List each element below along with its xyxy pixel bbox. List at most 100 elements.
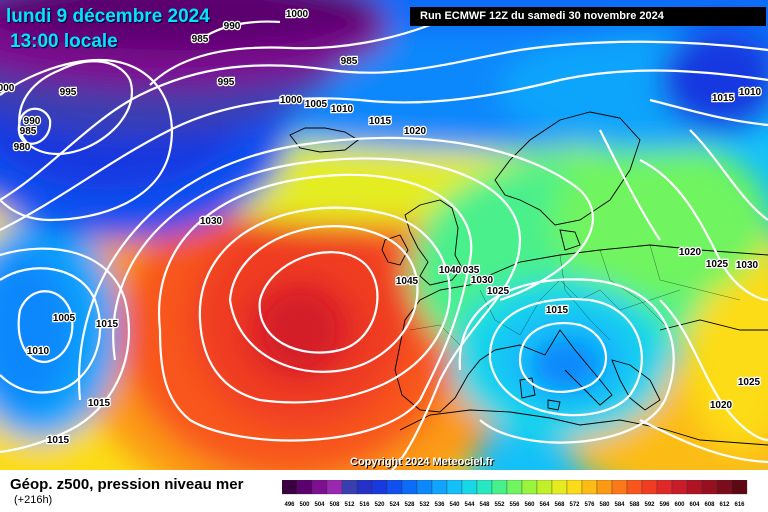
forecast-date: lundi 9 décembre 2024 bbox=[6, 6, 210, 27]
isobar-label: 985 bbox=[20, 126, 37, 137]
legend-swatch bbox=[671, 480, 688, 495]
isobar-label: 000 bbox=[0, 83, 15, 94]
legend-swatch bbox=[641, 480, 658, 495]
legend-label: 504 bbox=[314, 502, 325, 508]
legend-label: 500 bbox=[299, 502, 310, 508]
map-parameter-title: Géop. z500, pression niveau mer bbox=[10, 476, 244, 493]
isobar-label: 1005 bbox=[305, 99, 328, 110]
isobar-label: 1030 bbox=[200, 216, 223, 227]
legend-label: 544 bbox=[464, 502, 475, 508]
legend-swatch bbox=[476, 480, 493, 495]
legend-label: 608 bbox=[704, 502, 715, 508]
legend-label: 584 bbox=[614, 502, 625, 508]
isobar-label: 1045 bbox=[396, 276, 419, 287]
legend-label: 560 bbox=[524, 502, 535, 508]
isobar-label: 985 bbox=[341, 56, 358, 67]
legend-swatch bbox=[566, 480, 583, 495]
copyright: Copyright 2024 Meteociel.fr bbox=[350, 456, 494, 468]
legend-swatch bbox=[416, 480, 433, 495]
legend-label: 580 bbox=[599, 502, 610, 508]
forecast-time: 13:00 locale bbox=[10, 31, 118, 52]
legend-label: 548 bbox=[479, 502, 490, 508]
legend-label: 540 bbox=[449, 502, 460, 508]
legend-swatch bbox=[626, 480, 643, 495]
legend-label: 512 bbox=[344, 502, 355, 508]
legend-swatch bbox=[356, 480, 373, 495]
isobar-label: 1015 bbox=[712, 93, 735, 104]
isobar-label: 1025 bbox=[487, 286, 510, 297]
isobar-label: 1020 bbox=[679, 247, 702, 258]
isobar-label: 995 bbox=[60, 87, 77, 98]
isobar-label: 1015 bbox=[88, 398, 111, 409]
legend-swatch bbox=[446, 480, 463, 495]
isobar-label: 990 bbox=[24, 116, 41, 127]
legend-swatch bbox=[536, 480, 553, 495]
legend-swatch bbox=[341, 480, 358, 495]
legend-label: 552 bbox=[494, 502, 505, 508]
isobar-label: 1010 bbox=[739, 87, 762, 98]
isobar-label: 1015 bbox=[369, 116, 392, 127]
legend-label: 556 bbox=[509, 502, 520, 508]
legend-label: 588 bbox=[629, 502, 640, 508]
isobar-label: 1015 bbox=[47, 435, 70, 446]
legend-label: 568 bbox=[554, 502, 565, 508]
isobars bbox=[0, 20, 768, 470]
legend-swatch bbox=[401, 480, 418, 495]
legend-swatch bbox=[596, 480, 613, 495]
legend-swatch bbox=[311, 480, 328, 495]
isobar-label: 995 bbox=[218, 77, 235, 88]
weather-map: 1000 990 985 985 995 000 995 1000 1005 1010 1015 10… bbox=[0, 0, 768, 470]
isobar-label: 1030 bbox=[736, 260, 759, 271]
isobar-label: 1015 bbox=[546, 305, 569, 316]
legend-label: 508 bbox=[329, 502, 340, 508]
isobar-label: 1030 bbox=[471, 275, 494, 286]
isobar-label: 1040 bbox=[439, 265, 462, 276]
legend-swatch bbox=[581, 480, 598, 495]
legend-swatch bbox=[296, 480, 313, 495]
model-run: Run ECMWF 12Z du samedi 30 novembre 2024 bbox=[410, 7, 766, 26]
borders bbox=[409, 244, 741, 346]
legend-swatch bbox=[431, 480, 448, 495]
isobar-label: 035 bbox=[463, 265, 480, 276]
legend-label: 496 bbox=[284, 502, 295, 508]
isobar-label: 1025 bbox=[738, 377, 761, 388]
isobar-label: 1000 bbox=[286, 9, 309, 20]
legend-label: 596 bbox=[659, 502, 670, 508]
legend-label: 600 bbox=[674, 502, 685, 508]
legend-label: 592 bbox=[644, 502, 655, 508]
legend-label: 536 bbox=[434, 502, 445, 508]
isobar-label: 980 bbox=[14, 142, 31, 153]
legend-swatch bbox=[716, 480, 733, 495]
legend-label: 520 bbox=[374, 502, 385, 508]
legend-label: 532 bbox=[419, 502, 430, 508]
legend-swatch bbox=[282, 480, 298, 495]
legend-swatch bbox=[551, 480, 568, 495]
isobar-label: 1000 bbox=[280, 95, 303, 106]
legend-label: 572 bbox=[569, 502, 580, 508]
coastline bbox=[289, 111, 768, 446]
legend-swatch bbox=[521, 480, 538, 495]
legend-swatch bbox=[326, 480, 343, 495]
legend-label: 612 bbox=[719, 502, 730, 508]
isobar-label: 1020 bbox=[710, 400, 733, 411]
isobar-label: 1020 bbox=[404, 126, 427, 137]
legend-label: 616 bbox=[734, 502, 745, 508]
legend-label: 604 bbox=[689, 502, 700, 508]
legend-swatch bbox=[506, 480, 523, 495]
legend-swatch bbox=[611, 480, 628, 495]
lead-time: (+216h) bbox=[14, 494, 53, 506]
legend-swatch bbox=[731, 480, 748, 495]
legend-label: 516 bbox=[359, 502, 370, 508]
isobar-label: 1010 bbox=[27, 346, 50, 357]
isobar-label: 1025 bbox=[706, 259, 729, 270]
isobar-label: 1005 bbox=[53, 313, 76, 324]
legend-swatch bbox=[371, 480, 388, 495]
legend-swatch bbox=[491, 480, 508, 495]
legend-swatch bbox=[686, 480, 703, 495]
legend-swatch bbox=[656, 480, 673, 495]
isobar-label: 990 bbox=[224, 21, 241, 32]
legend-label: 576 bbox=[584, 502, 595, 508]
legend-label: 524 bbox=[389, 502, 400, 508]
